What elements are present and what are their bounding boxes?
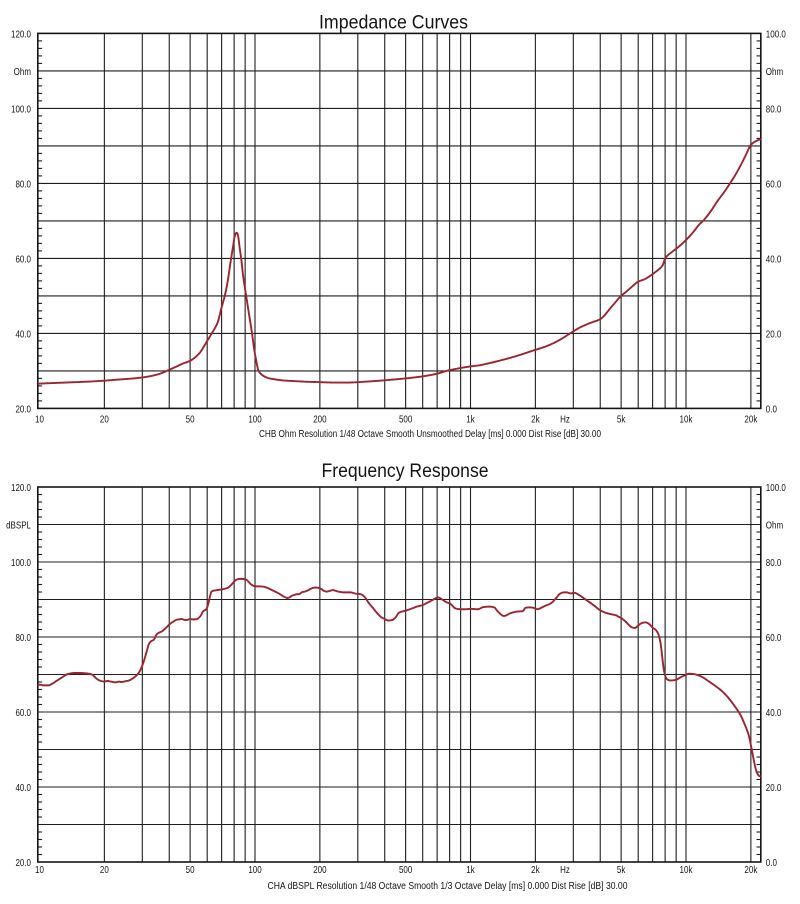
svg-text:1k: 1k: [466, 414, 475, 425]
svg-text:80.0: 80.0: [15, 632, 31, 643]
svg-text:40.0: 40.0: [766, 253, 782, 264]
svg-text:20.0: 20.0: [15, 857, 31, 868]
svg-text:dBSPL: dBSPL: [6, 520, 31, 531]
svg-text:20.0: 20.0: [766, 782, 782, 793]
svg-text:20.0: 20.0: [766, 328, 782, 339]
svg-text:Ohm: Ohm: [14, 66, 31, 77]
svg-text:100.0: 100.0: [11, 557, 31, 568]
svg-text:500: 500: [399, 864, 412, 875]
svg-text:50: 50: [186, 414, 195, 425]
svg-text:Ohm: Ohm: [766, 66, 783, 77]
svg-text:1k: 1k: [466, 864, 475, 875]
svg-text:0.0: 0.0: [766, 403, 777, 414]
svg-text:40.0: 40.0: [15, 328, 31, 339]
svg-text:10: 10: [35, 414, 44, 425]
svg-text:200: 200: [313, 864, 326, 875]
svg-text:5k: 5k: [617, 864, 626, 875]
svg-text:100.0: 100.0: [11, 103, 31, 114]
svg-text:60.0: 60.0: [766, 632, 782, 643]
svg-text:20k: 20k: [744, 414, 757, 425]
svg-text:Ohm: Ohm: [766, 520, 783, 531]
svg-text:100: 100: [248, 864, 261, 875]
svg-text:0.0: 0.0: [766, 857, 777, 868]
svg-text:60.0: 60.0: [15, 253, 31, 264]
svg-text:10k: 10k: [680, 864, 693, 875]
svg-text:80.0: 80.0: [766, 103, 782, 114]
svg-text:20: 20: [100, 864, 109, 875]
svg-text:500: 500: [399, 414, 412, 425]
svg-text:2k: 2k: [531, 414, 540, 425]
svg-text:80.0: 80.0: [15, 178, 31, 189]
svg-text:100.0: 100.0: [766, 28, 786, 39]
svg-text:80.0: 80.0: [766, 557, 782, 568]
svg-text:10k: 10k: [680, 414, 693, 425]
svg-text:200: 200: [313, 414, 326, 425]
svg-text:100: 100: [248, 414, 261, 425]
svg-text:Impedance Curves: Impedance Curves: [319, 11, 468, 33]
svg-text:120.0: 120.0: [11, 482, 31, 493]
svg-text:40.0: 40.0: [766, 707, 782, 718]
svg-text:CHB Ohm Resolution 1/48 Octave: CHB Ohm Resolution 1/48 Octave Smooth Un…: [259, 429, 601, 440]
svg-text:Hz: Hz: [560, 864, 570, 875]
svg-text:100.0: 100.0: [766, 482, 786, 493]
svg-text:2k: 2k: [531, 864, 540, 875]
svg-text:20k: 20k: [744, 864, 757, 875]
svg-text:Hz: Hz: [560, 414, 570, 425]
svg-text:20.0: 20.0: [15, 403, 31, 414]
svg-text:5k: 5k: [617, 414, 626, 425]
svg-text:120.0: 120.0: [11, 28, 31, 39]
svg-text:50: 50: [186, 864, 195, 875]
svg-text:20: 20: [100, 414, 109, 425]
svg-text:10: 10: [35, 864, 44, 875]
svg-text:60.0: 60.0: [15, 707, 31, 718]
svg-text:Frequency Response: Frequency Response: [322, 460, 489, 482]
svg-text:CHA dBSPL Resolution 1/48 Octa: CHA dBSPL Resolution 1/48 Octave Smooth …: [268, 881, 628, 892]
svg-text:60.0: 60.0: [766, 178, 782, 189]
svg-text:40.0: 40.0: [15, 782, 31, 793]
